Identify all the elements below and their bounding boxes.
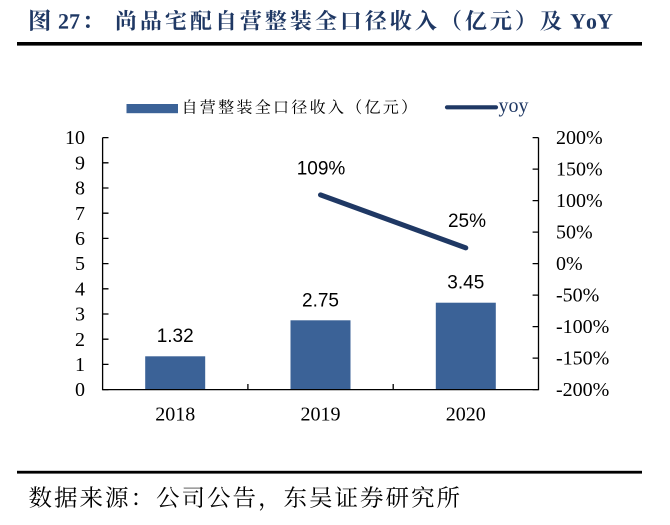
svg-text:25%: 25% — [448, 211, 486, 232]
svg-text:2.75: 2.75 — [302, 290, 339, 311]
svg-text:200%: 200% — [556, 127, 603, 149]
svg-text:-150%: -150% — [556, 348, 609, 370]
svg-text:0: 0 — [75, 379, 85, 401]
svg-text:8: 8 — [75, 178, 85, 200]
svg-text:10: 10 — [65, 127, 85, 149]
svg-text:2018: 2018 — [155, 404, 195, 426]
svg-text:2019: 2019 — [301, 404, 341, 426]
svg-text:-100%: -100% — [556, 316, 609, 338]
svg-text:9: 9 — [75, 152, 85, 174]
svg-text:0%: 0% — [556, 253, 583, 275]
svg-text:50%: 50% — [556, 222, 593, 244]
svg-text:5: 5 — [75, 253, 85, 275]
svg-text:3.45: 3.45 — [447, 273, 484, 294]
svg-text:1.32: 1.32 — [157, 326, 194, 347]
svg-text:1: 1 — [75, 354, 85, 376]
svg-text:150%: 150% — [556, 159, 603, 181]
svg-text:2020: 2020 — [446, 404, 486, 426]
svg-text:109%: 109% — [297, 159, 346, 180]
svg-text:100%: 100% — [556, 190, 603, 212]
svg-text:-200%: -200% — [556, 379, 609, 401]
svg-text:4: 4 — [75, 278, 85, 300]
svg-text:-50%: -50% — [556, 285, 599, 307]
svg-text:7: 7 — [75, 203, 85, 225]
svg-text:6: 6 — [75, 228, 85, 250]
svg-text:3: 3 — [75, 304, 85, 326]
svg-text:2: 2 — [75, 329, 85, 351]
svg-text:yoy: yoy — [499, 95, 529, 117]
